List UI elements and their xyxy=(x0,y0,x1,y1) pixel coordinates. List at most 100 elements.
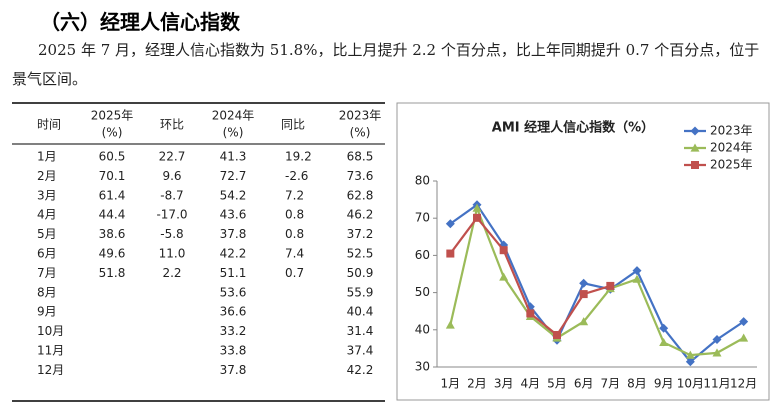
marker xyxy=(553,331,561,340)
y-tick-label: 50 xyxy=(415,285,430,299)
marker xyxy=(445,219,455,229)
y-tick-label: 60 xyxy=(415,248,430,262)
legend-marker xyxy=(690,143,700,152)
table-header: (%) xyxy=(350,126,371,140)
marker xyxy=(579,278,589,288)
marker xyxy=(446,249,455,258)
marker xyxy=(472,203,482,212)
table-header: 环比 xyxy=(160,118,184,132)
table-header: 时间 xyxy=(37,118,61,132)
y-tick-label: 70 xyxy=(415,211,430,225)
marker xyxy=(579,290,588,299)
series-line xyxy=(449,204,745,357)
legend-label: 2025年 xyxy=(710,158,753,172)
table-cell: 4月 xyxy=(37,208,57,222)
x-tick-label: 12月 xyxy=(730,377,757,391)
table-cell: 73.6 xyxy=(347,169,374,183)
table-cell: 3月 xyxy=(37,188,57,202)
table-cell: 36.6 xyxy=(220,305,247,319)
x-tick-label: 2月 xyxy=(467,377,487,391)
table-cell: 0.8 xyxy=(285,208,304,222)
table-cell: 0.8 xyxy=(285,227,304,241)
marker xyxy=(632,274,642,283)
table-cell: 61.4 xyxy=(99,188,126,202)
heading: （六）经理人信心指数 xyxy=(40,10,240,34)
table-header: 2025年 xyxy=(91,109,134,123)
table-cell: 51.1 xyxy=(220,266,247,280)
x-tick-label: 9月 xyxy=(654,377,674,391)
table-cell: 2月 xyxy=(37,169,57,183)
table-header: 2024年 xyxy=(212,109,255,123)
table-cell: 11月 xyxy=(37,344,64,358)
marker xyxy=(712,348,722,357)
marker xyxy=(739,333,749,342)
marker xyxy=(685,357,695,367)
marker xyxy=(659,337,669,347)
table-cell: -17.0 xyxy=(156,208,187,222)
table-header: 同比 xyxy=(281,118,305,132)
marker xyxy=(445,320,455,329)
table-cell: 7.2 xyxy=(285,188,304,202)
table-cell: 70.1 xyxy=(99,169,126,183)
x-tick-label: 4月 xyxy=(521,377,541,391)
table-cell: 33.2 xyxy=(220,324,247,338)
x-tick-label: 6月 xyxy=(574,377,594,391)
table-cell: -8.7 xyxy=(160,188,183,202)
marker xyxy=(659,323,669,333)
table-cell: 5月 xyxy=(37,227,57,241)
table-cell: 37.8 xyxy=(220,227,247,241)
table-cell: 22.7 xyxy=(159,150,186,164)
table-cell: 50.9 xyxy=(347,266,374,280)
table-cell: 60.5 xyxy=(99,150,126,164)
x-tick-label: 7月 xyxy=(601,377,621,391)
marker xyxy=(712,334,722,344)
x-tick-label: 10月 xyxy=(677,377,704,391)
x-tick-label: 3月 xyxy=(494,377,514,391)
table-cell: 10月 xyxy=(37,324,64,338)
y-tick-label: 80 xyxy=(415,174,430,188)
chart-title: AMI 经理人信心指数（%） xyxy=(492,120,654,136)
table-cell: 55.9 xyxy=(347,285,374,299)
table-cell: 41.3 xyxy=(220,150,247,164)
table-cell: 46.2 xyxy=(347,208,374,222)
table-header: (%) xyxy=(223,126,244,140)
table-cell: 42.2 xyxy=(347,363,374,377)
table-cell: 54.2 xyxy=(220,188,247,202)
table-cell: 44.4 xyxy=(99,208,126,222)
table-header: (%) xyxy=(102,126,123,140)
table-cell: -2.6 xyxy=(285,169,308,183)
x-tick-label: 5月 xyxy=(547,377,567,391)
table-cell: 1月 xyxy=(37,150,57,164)
y-tick-label: 30 xyxy=(415,360,430,374)
table-cell: 42.2 xyxy=(220,247,247,261)
table-cell: 38.6 xyxy=(99,227,126,241)
legend-label: 2023年 xyxy=(710,124,753,138)
table-cell: 33.8 xyxy=(220,344,247,358)
table-cell: 49.6 xyxy=(99,247,126,261)
table-cell: 37.2 xyxy=(347,227,374,241)
marker xyxy=(606,281,615,290)
marker xyxy=(499,272,509,281)
x-tick-label: 8月 xyxy=(627,377,647,391)
marker xyxy=(499,246,508,255)
marker xyxy=(473,213,481,222)
chart-frame xyxy=(396,102,770,401)
table-cell: 0.7 xyxy=(285,266,304,280)
table-cell: 12月 xyxy=(37,363,64,377)
table-cell: 6月 xyxy=(37,247,57,261)
legend-marker xyxy=(691,161,699,169)
series-line xyxy=(449,203,745,364)
table-cell: 68.5 xyxy=(347,150,374,164)
table-cell: 8月 xyxy=(37,285,57,299)
table-cell: 43.6 xyxy=(220,208,247,222)
table-cell: 19.2 xyxy=(285,150,312,164)
table-cell: 40.4 xyxy=(347,305,374,319)
marker xyxy=(579,317,589,326)
table-cell: 51.8 xyxy=(99,266,126,280)
table-header: 2023年 xyxy=(339,109,382,123)
x-tick-label: 1月 xyxy=(441,377,461,391)
table-cell: 9.6 xyxy=(162,169,181,183)
table-cell: 72.7 xyxy=(220,169,247,183)
